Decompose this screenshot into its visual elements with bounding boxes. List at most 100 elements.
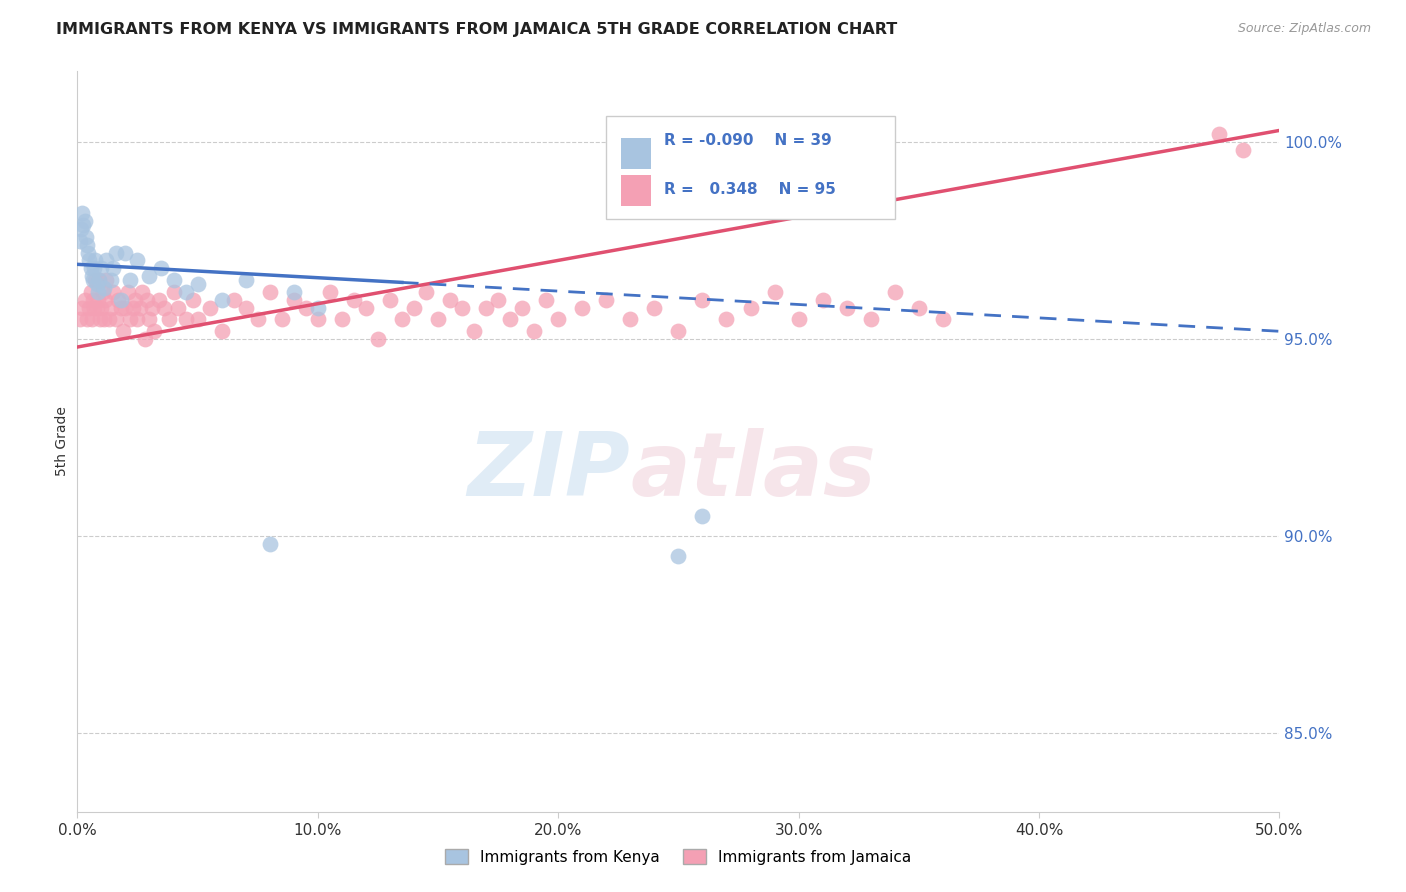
Point xyxy=(354,301,377,315)
Point xyxy=(1232,143,1254,157)
Point xyxy=(121,301,143,315)
Point xyxy=(187,312,209,326)
Point xyxy=(127,253,149,268)
Point xyxy=(96,253,118,268)
Text: IMMIGRANTS FROM KENYA VS IMMIGRANTS FROM JAMAICA 5TH GRADE CORRELATION CHART: IMMIGRANTS FROM KENYA VS IMMIGRANTS FROM… xyxy=(56,22,897,37)
Point xyxy=(76,312,98,326)
Point xyxy=(763,285,786,299)
Point xyxy=(643,301,665,315)
Point xyxy=(73,214,96,228)
Point xyxy=(79,285,101,299)
Point xyxy=(70,301,93,315)
Point xyxy=(343,293,366,307)
Point xyxy=(439,293,461,307)
Point xyxy=(87,293,110,307)
Point xyxy=(283,293,305,307)
Point xyxy=(79,261,101,276)
Point xyxy=(330,312,353,326)
Point xyxy=(211,324,233,338)
Point xyxy=(908,301,931,315)
Point xyxy=(547,312,569,326)
Point xyxy=(619,312,641,326)
Point xyxy=(835,301,858,315)
Point xyxy=(259,537,281,551)
Point xyxy=(124,293,146,307)
Point xyxy=(104,312,127,326)
Point xyxy=(222,293,245,307)
Point xyxy=(90,301,112,315)
Point xyxy=(787,312,810,326)
Point xyxy=(259,285,281,299)
Point xyxy=(157,312,180,326)
Point xyxy=(127,312,149,326)
Point xyxy=(87,273,110,287)
Point xyxy=(716,312,738,326)
Text: R = -0.090    N = 39: R = -0.090 N = 39 xyxy=(664,134,832,148)
Point xyxy=(451,301,474,315)
Point xyxy=(90,261,112,276)
Point xyxy=(96,273,118,287)
Point xyxy=(668,324,690,338)
Point xyxy=(187,277,209,291)
Point xyxy=(307,312,329,326)
Point xyxy=(111,324,134,338)
Point xyxy=(162,273,184,287)
Point xyxy=(486,293,509,307)
Point xyxy=(100,301,122,315)
Point xyxy=(859,312,882,326)
Point xyxy=(70,222,93,236)
Point xyxy=(294,301,316,315)
Point xyxy=(319,285,342,299)
Point xyxy=(427,312,450,326)
Point xyxy=(692,293,714,307)
Point xyxy=(69,312,91,326)
Bar xyxy=(620,175,651,206)
Point xyxy=(668,549,690,563)
Point xyxy=(138,269,160,284)
Point xyxy=(523,324,546,338)
Point xyxy=(131,285,153,299)
Point xyxy=(70,206,93,220)
Point xyxy=(167,301,190,315)
Point xyxy=(283,285,305,299)
Point xyxy=(402,301,425,315)
Point xyxy=(174,312,197,326)
Point xyxy=(87,285,110,299)
Point xyxy=(181,293,204,307)
Point xyxy=(86,301,108,315)
Point xyxy=(110,293,132,307)
Text: Source: ZipAtlas.com: Source: ZipAtlas.com xyxy=(1237,22,1371,36)
Point xyxy=(150,261,173,276)
Point xyxy=(120,312,142,326)
Point xyxy=(211,293,233,307)
Point xyxy=(148,293,170,307)
Point xyxy=(367,332,389,346)
Point xyxy=(499,312,522,326)
Point xyxy=(93,312,115,326)
Point xyxy=(114,301,136,315)
Point xyxy=(107,293,129,307)
Point xyxy=(82,273,104,287)
Bar xyxy=(620,138,651,169)
Point xyxy=(463,324,485,338)
Point xyxy=(80,269,103,284)
Point xyxy=(391,312,413,326)
Point xyxy=(141,301,163,315)
Point xyxy=(83,261,105,276)
Point xyxy=(86,277,108,291)
Point xyxy=(117,285,139,299)
Point xyxy=(270,312,292,326)
Point xyxy=(883,285,905,299)
Point xyxy=(114,245,136,260)
Point xyxy=(571,301,593,315)
Point xyxy=(740,301,762,315)
Point xyxy=(162,285,184,299)
Point xyxy=(128,301,150,315)
Point xyxy=(692,509,714,524)
Point xyxy=(79,253,101,268)
Point xyxy=(235,301,257,315)
Point xyxy=(198,301,221,315)
Point xyxy=(89,312,111,326)
Point xyxy=(246,312,269,326)
Point xyxy=(136,293,159,307)
